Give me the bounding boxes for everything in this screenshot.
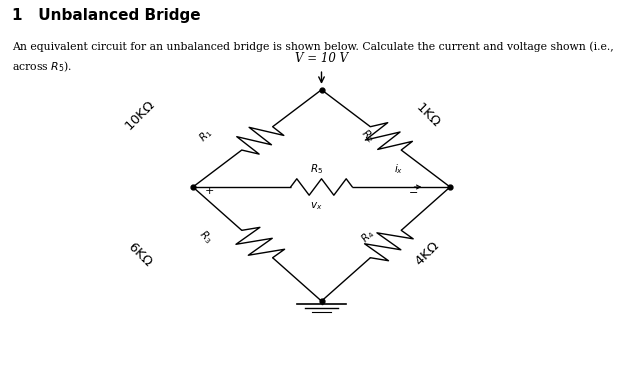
Text: $-$: $-$ (408, 186, 419, 196)
Text: $R_3$: $R_3$ (196, 227, 215, 246)
Text: An equivalent circuit for an unbalanced bridge is shown below. Calculate the cur: An equivalent circuit for an unbalanced … (12, 41, 613, 52)
Text: $1\mathrm{K}\Omega$: $1\mathrm{K}\Omega$ (413, 99, 442, 129)
Text: $R_1$: $R_1$ (196, 126, 215, 145)
Text: $v_x$: $v_x$ (310, 200, 323, 212)
Text: $6\mathrm{K}\Omega$: $6\mathrm{K}\Omega$ (125, 240, 155, 269)
Text: $10\mathrm{K}\Omega$: $10\mathrm{K}\Omega$ (122, 98, 158, 134)
Text: $+$: $+$ (204, 185, 214, 196)
Text: $R_4$: $R_4$ (358, 227, 377, 246)
Text: $4\mathrm{K}\Omega$: $4\mathrm{K}\Omega$ (413, 240, 442, 269)
Text: $R_2$: $R_2$ (358, 126, 377, 145)
Text: across $R_5$).: across $R_5$). (12, 60, 72, 74)
Text: V = 10 V: V = 10 V (295, 52, 348, 65)
Text: $i_x$: $i_x$ (394, 162, 403, 176)
Text: 1   Unbalanced Bridge: 1 Unbalanced Bridge (12, 8, 200, 23)
Text: $R_5$: $R_5$ (310, 162, 323, 176)
